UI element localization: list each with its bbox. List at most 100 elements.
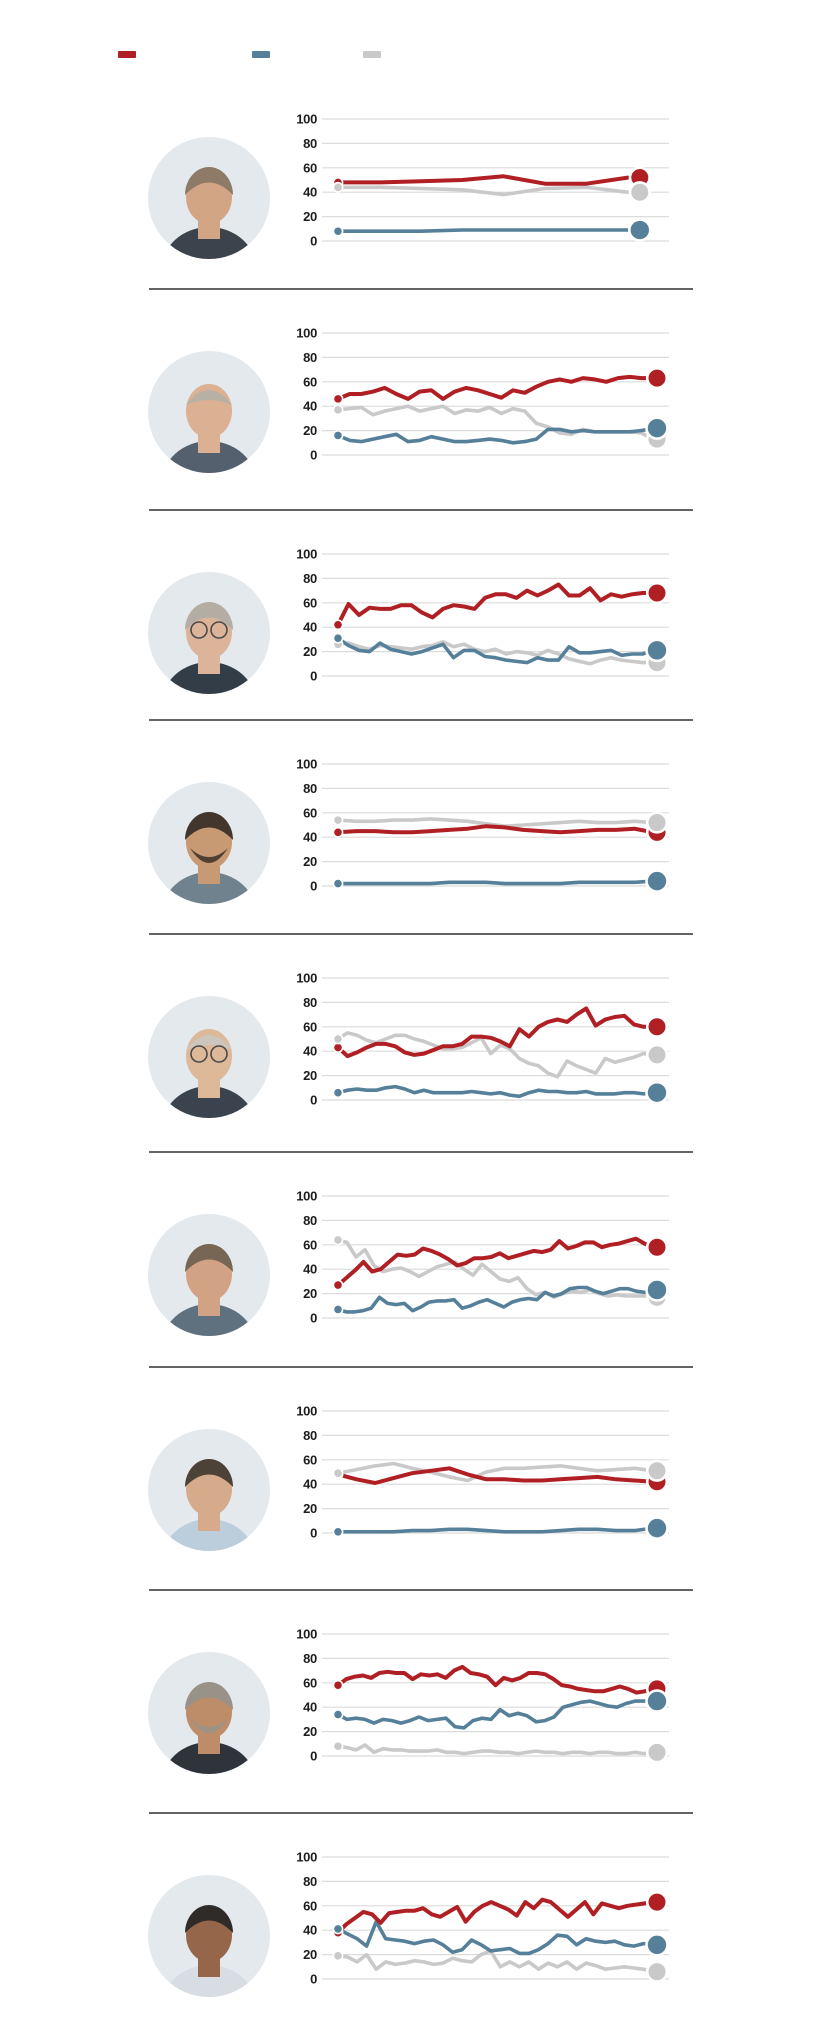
blue-start-dot xyxy=(332,1304,344,1315)
blue-start-dot xyxy=(332,1709,344,1720)
axis-tick-label: 0 xyxy=(310,448,317,463)
gray-start-dot xyxy=(332,814,344,826)
chart-row-6: 100 80 60 40 20 0 xyxy=(0,1151,830,1366)
axis-tick-label: 60 xyxy=(303,1898,317,1913)
red-line xyxy=(336,1664,655,1695)
blue-line xyxy=(336,426,655,445)
glasses-right-lens xyxy=(210,621,228,639)
glasses-left-lens xyxy=(190,621,208,639)
candidate-photo xyxy=(148,782,270,904)
axis-tick-label: 40 xyxy=(303,1262,317,1277)
row-divider xyxy=(149,933,693,935)
hair xyxy=(185,1459,233,1487)
blue-end-dot xyxy=(645,1080,669,1105)
chart-row-3: 100 80 60 40 20 0 xyxy=(0,509,830,719)
axis-tick-label: 80 xyxy=(303,1651,317,1666)
axis-tick-label: 60 xyxy=(303,805,317,820)
gray-start-dot xyxy=(332,404,344,416)
chart-row-9: 100 80 60 40 20 0 xyxy=(0,1812,830,2027)
shoulders xyxy=(161,227,257,259)
candidate-photo xyxy=(148,1214,270,1336)
axis-tick-label: 100 xyxy=(296,1850,317,1865)
hair xyxy=(185,812,233,840)
blue-end-dot xyxy=(645,1689,669,1713)
poll-chart: 100 80 60 40 20 0 xyxy=(296,757,669,894)
axis-tick-label: 60 xyxy=(303,1452,317,1467)
blue-line xyxy=(336,1919,655,1956)
candidate-photo xyxy=(148,137,270,259)
axis-tick-label: 60 xyxy=(303,595,317,610)
gray-start-dot xyxy=(332,1740,344,1752)
gray-end-dot xyxy=(645,1741,669,1764)
shoulders xyxy=(161,1742,257,1774)
axis-tick-label: 40 xyxy=(303,399,317,414)
chart-row-8: 100 80 60 40 20 0 xyxy=(0,1589,830,1812)
red-line xyxy=(336,1466,655,1485)
legend-swatch-blue xyxy=(252,51,270,58)
gray-line xyxy=(336,404,655,441)
row-divider xyxy=(149,509,693,511)
blue-end-dot xyxy=(645,1278,669,1302)
blue-end-dot xyxy=(645,1933,669,1957)
blue-end-dot xyxy=(645,869,669,893)
candidate-photo xyxy=(148,996,270,1118)
red-start-dot xyxy=(332,619,344,631)
blue-start-dot xyxy=(332,1923,344,1935)
red-start-dot xyxy=(332,1679,344,1691)
axis-tick-label: 20 xyxy=(303,1501,317,1516)
red-end-dot xyxy=(645,1236,669,1259)
chart-row-2: 100 80 60 40 20 0 xyxy=(0,288,830,509)
shoulders xyxy=(161,441,257,473)
axis-tick-label: 20 xyxy=(303,1947,317,1962)
axis-tick-label: 0 xyxy=(310,1093,317,1108)
axis-tick-label: 0 xyxy=(310,1972,317,1987)
red-line xyxy=(336,174,630,186)
axis-tick-label: 80 xyxy=(303,781,317,796)
blue-line xyxy=(336,228,630,233)
blue-start-dot xyxy=(332,1087,344,1099)
axis-tick-label: 100 xyxy=(296,757,317,772)
axis-tick-label: 80 xyxy=(303,1874,317,1889)
shoulders xyxy=(161,662,257,694)
shoulders xyxy=(161,872,257,904)
hair xyxy=(185,602,233,630)
legend-swatch-red xyxy=(118,51,136,58)
gray-start-dot xyxy=(332,1234,344,1246)
candidate-photo xyxy=(148,1652,270,1774)
axis-tick-label: 0 xyxy=(310,669,317,684)
axis-tick-label: 100 xyxy=(296,1627,317,1642)
row-divider xyxy=(149,1589,693,1591)
blue-line xyxy=(336,1285,655,1314)
axis-tick-label: 0 xyxy=(310,1749,317,1764)
gray-line xyxy=(336,1461,655,1483)
blue-start-dot xyxy=(332,225,344,237)
axis-tick-label: 40 xyxy=(303,1044,317,1059)
blue-line xyxy=(336,1526,655,1534)
axis-tick-label: 40 xyxy=(303,620,317,635)
red-line xyxy=(336,1897,655,1935)
gray-start-dot xyxy=(332,1467,344,1479)
shoulders xyxy=(161,1086,257,1118)
gray-end-dot xyxy=(645,1459,669,1482)
axis-tick-label: 60 xyxy=(303,1675,317,1690)
hair xyxy=(186,390,232,405)
blue-start-dot xyxy=(332,632,344,644)
axis-tick-label: 100 xyxy=(296,547,317,562)
gray-line xyxy=(336,1031,655,1079)
axis-tick-label: 100 xyxy=(296,971,317,986)
blue-end-dot xyxy=(645,1516,669,1540)
glasses-left-lens xyxy=(190,1045,208,1063)
beard xyxy=(190,848,228,863)
red-line xyxy=(336,1236,655,1288)
axis-tick-label: 0 xyxy=(310,1526,317,1541)
axis-tick-label: 0 xyxy=(310,879,317,894)
poll-chart: 100 80 60 40 20 0 xyxy=(296,1850,669,1987)
axis-tick-label: 60 xyxy=(303,1237,317,1252)
red-line xyxy=(336,374,655,401)
shoulders xyxy=(161,1965,257,1997)
chart-row-5: 100 80 60 40 20 0 xyxy=(0,933,830,1151)
red-line xyxy=(336,1006,655,1059)
axis-tick-label: 40 xyxy=(303,1477,317,1492)
legend-swatch-gray xyxy=(363,51,381,58)
